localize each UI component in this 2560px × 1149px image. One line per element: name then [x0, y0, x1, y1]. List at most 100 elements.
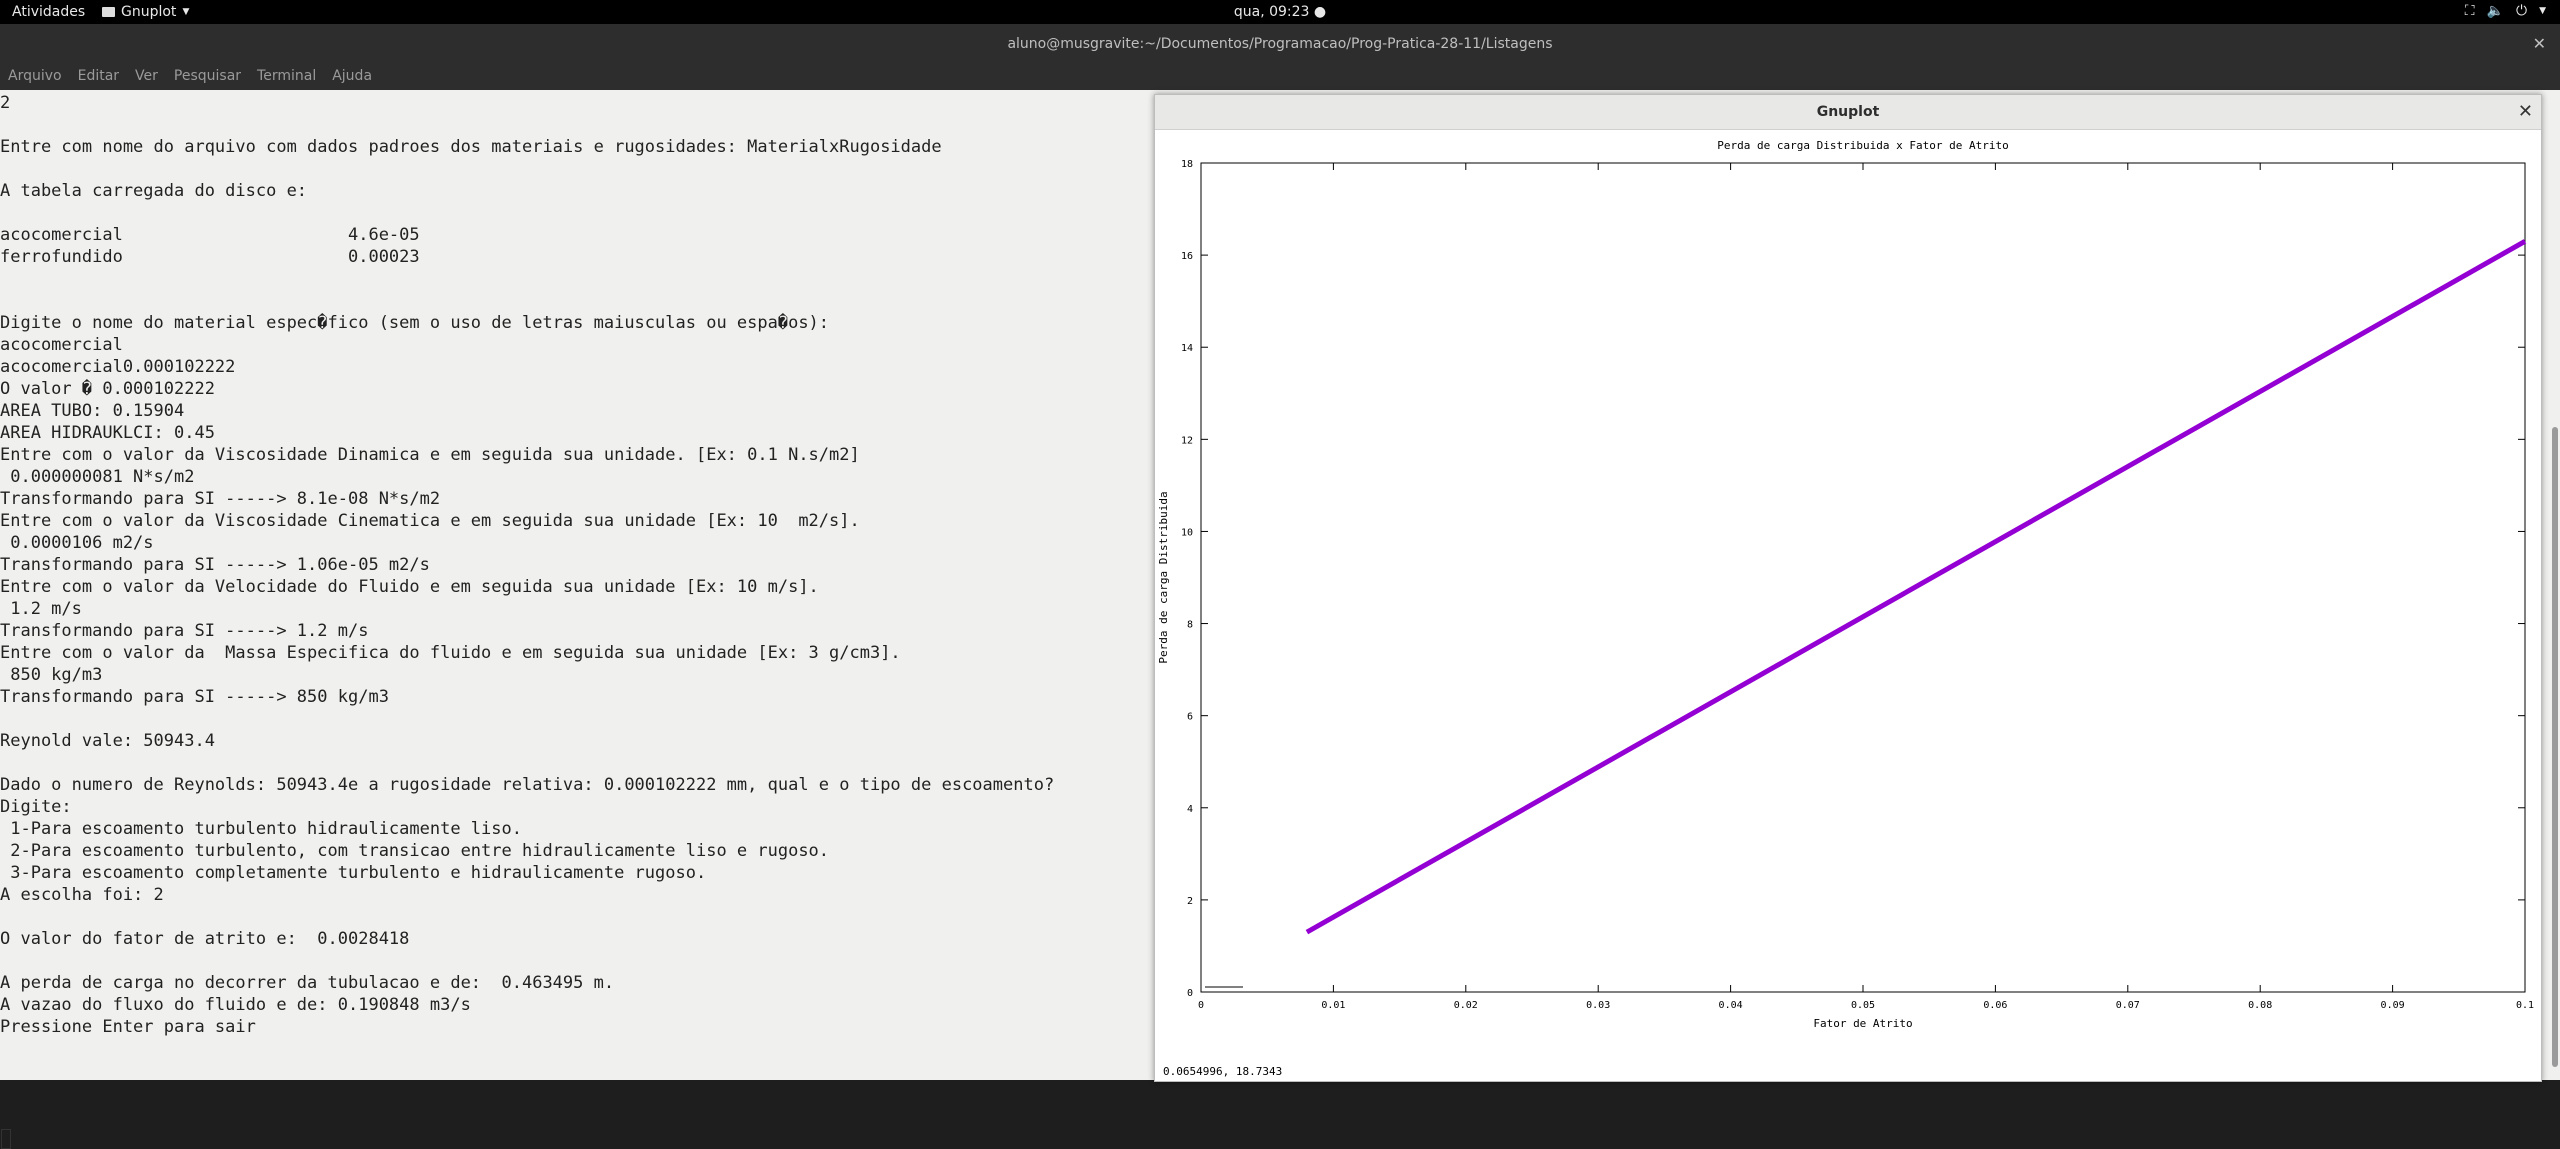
terminal-line	[0, 290, 1054, 312]
terminal-line: 850 kg/m3	[0, 665, 103, 685]
terminal-cursor	[1, 1129, 11, 1149]
app-menu[interactable]: Gnuplot ▼	[102, 4, 189, 20]
y-axis-label: Perda de carga Distribuida	[1157, 491, 1170, 663]
terminal-line: A vazao do fluxo do fluido e de: 0.19084…	[0, 995, 471, 1015]
close-icon[interactable]: ✕	[2532, 34, 2546, 53]
terminal-line: Entre com o valor da Massa Especifica do…	[0, 643, 901, 663]
app-menu-label: Gnuplot	[121, 4, 177, 20]
x-axis-label: Fator de Atrito	[1813, 1017, 1912, 1030]
chart-title: Perda de carga Distribuida x Fator de At…	[1717, 139, 2008, 152]
terminal-line: AREA TUBO: 0.15904	[0, 401, 185, 421]
terminal-line: 2	[0, 93, 11, 113]
terminal-scrollbar[interactable]	[2552, 92, 2558, 1076]
y-tick-label: 16	[1181, 251, 1193, 262]
terminal-line: 1.2 m/s	[0, 599, 82, 619]
x-tick-label: 0.09	[2381, 1000, 2405, 1011]
chevron-down-icon: ▼	[182, 7, 190, 17]
clock[interactable]: qua, 09:23 ●	[1233, 4, 1327, 20]
activities-button[interactable]: Atividades	[12, 4, 86, 20]
terminal-line: Digite:	[0, 797, 72, 817]
plot-canvas[interactable]: Perda de carga Distribuida x Fator de At…	[1155, 129, 2541, 1063]
terminal-line: Entre com o valor da Viscosidade Cinemat…	[0, 511, 860, 531]
terminal-titlebar: aluno@musgravite:~/Documentos/Programaca…	[0, 24, 2560, 65]
terminal-line: Digite o nome do material espec�fico (se…	[0, 313, 830, 333]
terminal-line: ferrofundido 0.00023	[0, 247, 420, 267]
x-tick-label: 0.05	[1851, 1000, 1875, 1011]
y-tick-label: 12	[1181, 435, 1193, 446]
x-tick-label: 0.02	[1454, 1000, 1478, 1011]
terminal-line: A tabela carregada do disco e:	[0, 181, 308, 201]
y-tick-label: 18	[1181, 159, 1193, 170]
y-tick-label: 6	[1187, 712, 1193, 723]
terminal-line: 3-Para escoamento completamente turbulen…	[0, 863, 707, 883]
menu-item-terminal[interactable]: Terminal	[257, 68, 317, 84]
terminal-line: O valor do fator de atrito e: 0.0028418	[0, 929, 410, 949]
terminal-line	[0, 202, 1054, 224]
terminal-line	[0, 114, 1054, 136]
terminal-line: Dado o numero de Reynolds: 50943.4e a ru…	[0, 775, 1055, 795]
terminal-line	[0, 708, 1054, 730]
x-tick-label: 0.04	[1719, 1000, 1743, 1011]
terminal-line: Entre com nome do arquivo com dados padr…	[0, 137, 942, 157]
y-tick-label: 10	[1181, 527, 1193, 538]
menu-item-ajuda[interactable]: Ajuda	[332, 68, 373, 84]
menu-item-pesquisar[interactable]: Pesquisar	[173, 68, 242, 84]
menu-item-arquivo[interactable]: Arquivo	[8, 68, 62, 84]
terminal-line: A escolha foi: 2	[0, 885, 164, 905]
y-tick-label: 0	[1187, 988, 1193, 999]
menu-item-ver[interactable]: Ver	[135, 68, 158, 84]
terminal-line: Entre com o valor da Velocidade do Fluid…	[0, 577, 819, 597]
x-tick-label: 0.01	[1321, 1000, 1345, 1011]
x-tick-label: 0.1	[2516, 1000, 2534, 1011]
terminal-line	[0, 950, 1054, 972]
terminal-line: Transformando para SI -----> 850 kg/m3	[0, 687, 389, 707]
terminal-line: Entre com o valor da Viscosidade Dinamic…	[0, 445, 860, 465]
terminal-line: acocomercial 4.6e-05	[0, 225, 420, 245]
scrollbar-thumb[interactable]	[2552, 427, 2558, 1067]
terminal-line: AREA HIDRAUKLCI: 0.45	[0, 423, 215, 443]
coordinate-readout: 0.0654996, 18.7343	[1163, 1065, 1283, 1078]
gnuplot-window: Gnuplot ✕ Perda de carga Distribuida x F…	[1154, 94, 2542, 1082]
close-icon[interactable]: ✕	[2517, 101, 2533, 122]
series-line	[1305, 239, 2527, 935]
x-tick-label: 0.07	[2116, 1000, 2140, 1011]
chevron-down-icon: ▼	[2539, 6, 2546, 16]
terminal-line: Transformando para SI -----> 8.1e-08 N*s…	[0, 489, 441, 509]
terminal-line: A perda de carga no decorrer da tubulaca…	[0, 973, 615, 993]
terminal-line: Pressione Enter para sair	[0, 1017, 256, 1037]
system-top-bar: Atividades Gnuplot ▼ qua, 09:23 ● ⛶ 🔈 ⏻ …	[0, 0, 2560, 24]
x-tick-label: 0.06	[1983, 1000, 2007, 1011]
terminal-line: acocomercial0.000102222	[0, 357, 236, 377]
gnuplot-titlebar: Gnuplot ✕	[1155, 95, 2541, 130]
terminal-line: 0.000000081 N*s/m2	[0, 467, 195, 487]
terminal-line	[0, 268, 1054, 290]
y-tick-label: 8	[1187, 620, 1193, 631]
terminal-line: 1-Para escoamento turbulento hidraulicam…	[0, 819, 522, 839]
terminal-line: Transformando para SI -----> 1.06e-05 m2…	[0, 555, 430, 575]
terminal-line: Transformando para SI -----> 1.2 m/s	[0, 621, 369, 641]
x-tick-label: 0	[1198, 1000, 1204, 1011]
network-icon: ⛶	[2464, 3, 2475, 19]
plot-frame	[1200, 162, 2526, 993]
x-tick-label: 0.03	[1586, 1000, 1610, 1011]
terminal-line	[0, 752, 1054, 774]
terminal-line: 0.0000106 m2/s	[0, 533, 154, 553]
y-tick-label: 4	[1187, 804, 1193, 815]
terminal-line	[0, 158, 1054, 180]
terminal-line: Reynold vale: 50943.4	[0, 731, 215, 751]
terminal-output: 2 Entre com nome do arquivo com dados pad…	[0, 92, 1054, 1038]
terminal-line: 2-Para escoamento turbulento, com transi…	[0, 841, 830, 861]
volume-icon: 🔈	[2486, 3, 2504, 19]
terminal-menubar: Arquivo Editar Ver Pesquisar Terminal Ajuda	[0, 65, 2560, 90]
window-icon	[102, 7, 115, 17]
gnuplot-title: Gnuplot	[1816, 104, 1880, 120]
terminal-line: O valor � 0.000102222	[0, 379, 215, 399]
y-tick-label: 14	[1181, 343, 1193, 354]
system-tray[interactable]: ⛶ 🔈 ⏻ ▼	[2465, 3, 2546, 19]
terminal-line: acocomercial	[0, 335, 123, 355]
menu-item-editar[interactable]: Editar	[77, 68, 120, 84]
terminal-title: aluno@musgravite:~/Documentos/Programaca…	[1007, 36, 1553, 52]
power-icon: ⏻	[2516, 3, 2528, 19]
y-tick-label: 2	[1187, 896, 1193, 907]
terminal-line	[0, 906, 1054, 928]
